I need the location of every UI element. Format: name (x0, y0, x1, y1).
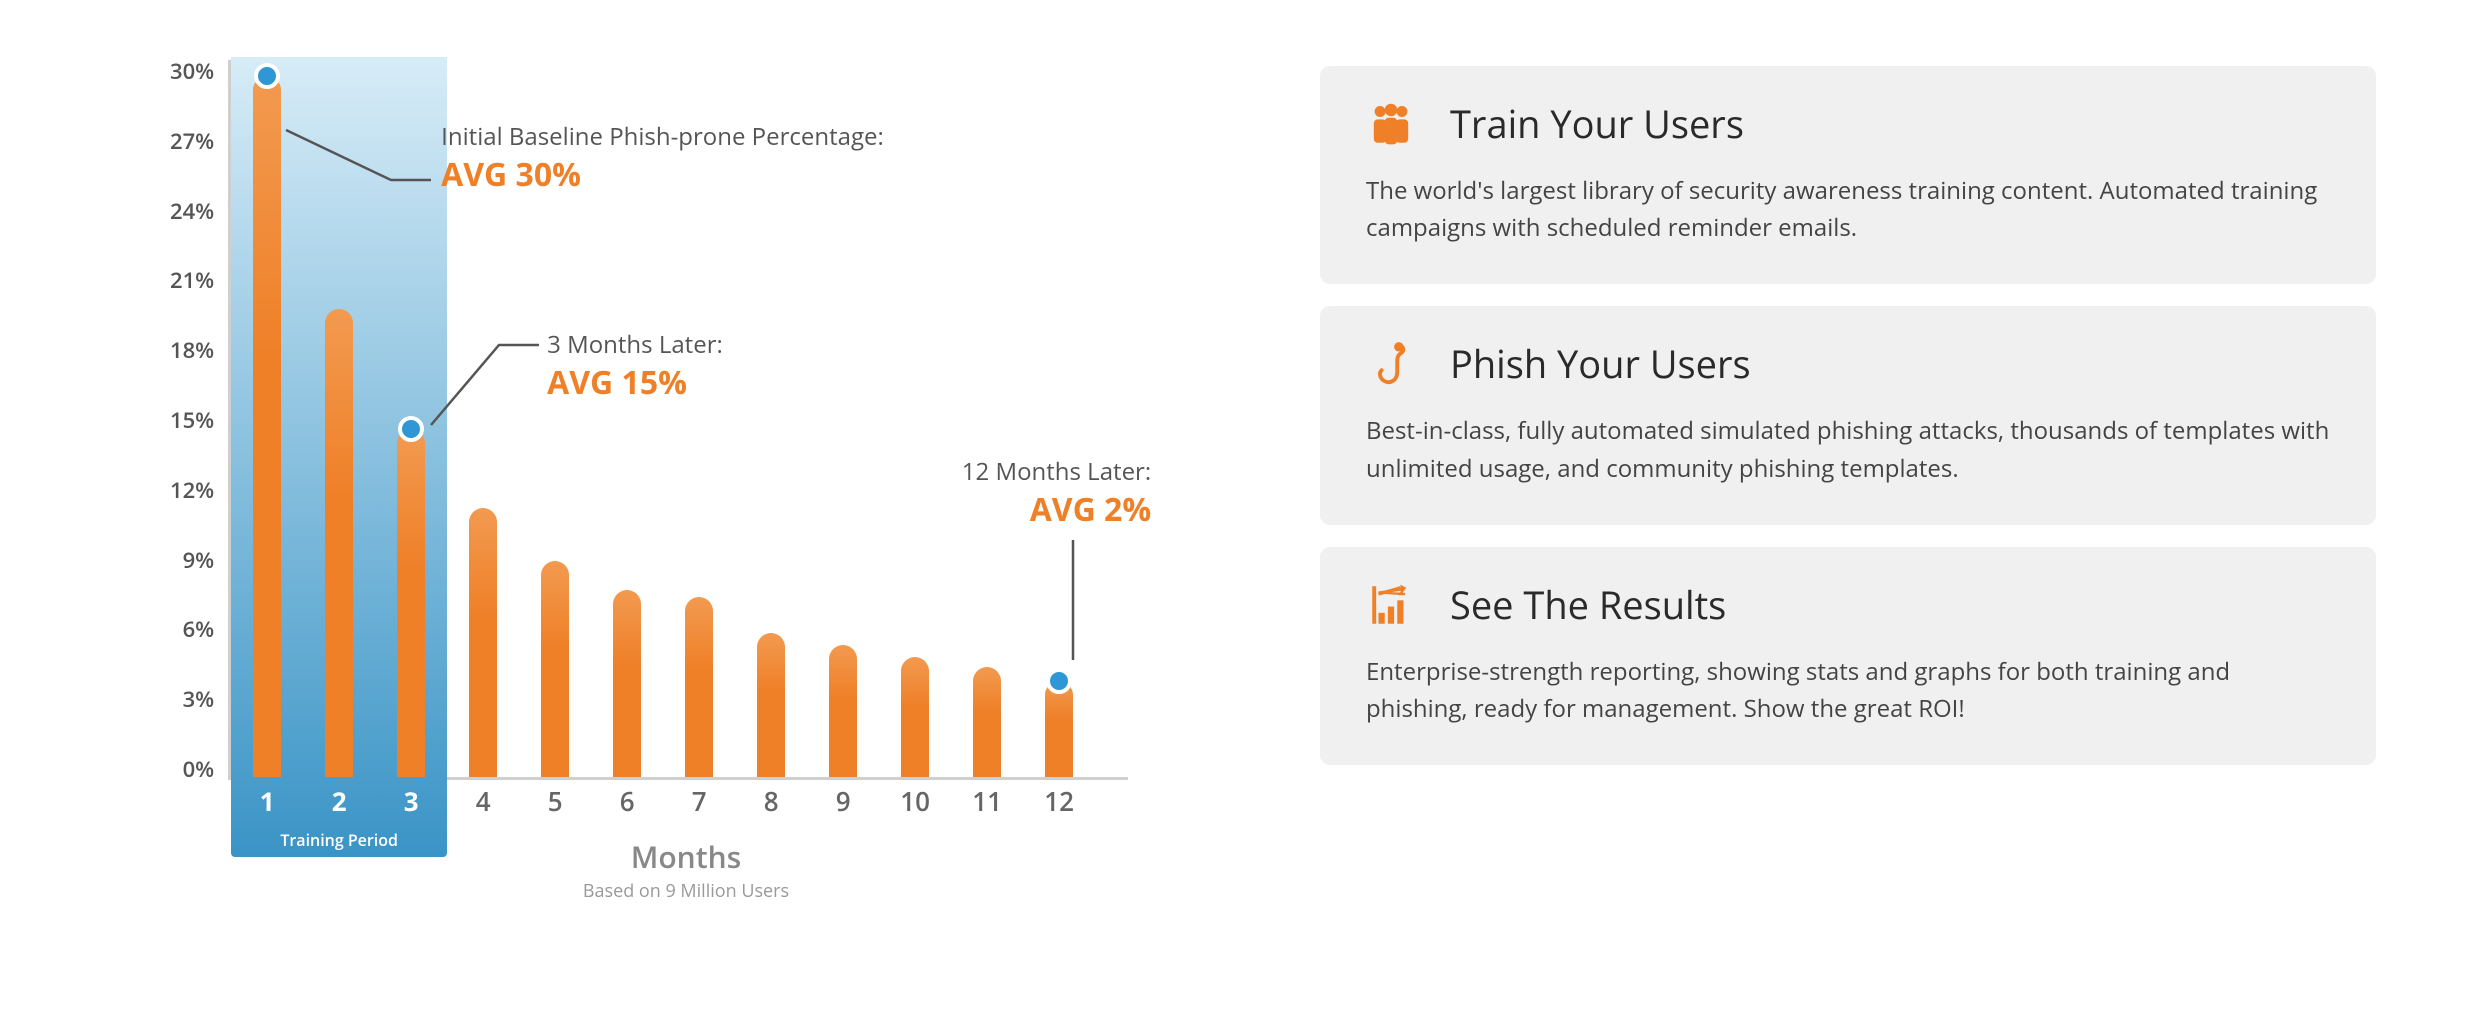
card-body: The world's largest library of security … (1366, 172, 2330, 246)
y-tick: 18% (170, 339, 214, 361)
callout-twelve-months: 12 Months Later:AVG 2% (921, 455, 1151, 531)
chart-plot-area: Training Period123456789101112Initial Ba… (228, 60, 1128, 780)
chart-marker (398, 416, 424, 442)
x-tick: 10 (900, 783, 930, 819)
y-tick: 24% (170, 200, 214, 222)
y-axis-ticks: 30% 27% 24% 21% 18% 15% 12% 9% 6% 3% 0% (170, 60, 214, 780)
x-tick: 7 (692, 783, 707, 819)
x-tick: 9 (836, 783, 851, 819)
x-tick: 8 (764, 783, 779, 819)
feature-card-train: Train Your Users The world's largest libr… (1320, 66, 2376, 284)
card-head: Phish Your Users (1366, 338, 2330, 390)
card-title: Train Your Users (1450, 98, 1744, 150)
y-tick: 30% (170, 60, 214, 82)
card-title: See The Results (1450, 579, 1726, 631)
y-tick: 3% (183, 688, 215, 710)
y-tick: 12% (170, 479, 214, 501)
y-tick: 9% (183, 549, 215, 571)
feature-cards: Train Your Users The world's largest libr… (1320, 60, 2376, 765)
card-body: Best-in-class, fully automated simulated… (1366, 412, 2330, 486)
callout-connector (286, 130, 431, 180)
card-head: See The Results (1366, 579, 2330, 631)
phish-prone-chart: Phish-prone Percentage 30%27%24%21%18%15… (100, 60, 1220, 903)
y-tick: 15% (170, 409, 214, 431)
x-tick: 12 (1044, 783, 1074, 819)
chart-marker (254, 63, 280, 89)
x-tick: 3 (404, 783, 419, 819)
callout-avg: AVG 30% (441, 153, 981, 196)
results-icon (1366, 580, 1416, 630)
callout-text: Initial Baseline Phish-prone Percentage: (441, 120, 981, 153)
callout-three-months: 3 Months Later:AVG 15% (547, 328, 807, 404)
x-tick: 6 (620, 783, 635, 819)
callout-avg: AVG 15% (547, 361, 807, 404)
x-tick: 11 (972, 783, 1002, 819)
y-tick: 0% (183, 758, 215, 780)
x-tick: 1 (260, 783, 275, 819)
callout-baseline: Initial Baseline Phish-prone Percentage:… (441, 120, 981, 196)
card-body: Enterprise-strength reporting, showing s… (1366, 653, 2330, 727)
training-period-label: Training Period (231, 829, 447, 851)
y-tick: 21% (170, 269, 214, 291)
x-tick: 2 (332, 783, 347, 819)
card-title: Phish Your Users (1450, 338, 1751, 390)
chart-marker (1046, 668, 1072, 694)
x-tick: 4 (476, 783, 491, 819)
callout-text: 3 Months Later: (547, 328, 807, 361)
callout-avg: AVG 2% (921, 488, 1151, 531)
y-tick: 6% (183, 618, 215, 640)
users-icon (1366, 99, 1416, 149)
hook-icon (1366, 339, 1416, 389)
x-axis-ticks: 123456789101112 (231, 783, 1128, 823)
x-tick: 5 (548, 783, 563, 819)
callout-connector (431, 345, 539, 425)
x-axis-subtitle: Based on 9 Million Users (236, 879, 1136, 903)
feature-card-results: See The Results Enterprise-strength repor… (1320, 547, 2376, 765)
callout-text: 12 Months Later: (921, 455, 1151, 488)
y-tick: 27% (170, 130, 214, 152)
feature-card-phish: Phish Your Users Best-in-class, fully aut… (1320, 306, 2376, 524)
card-head: Train Your Users (1366, 98, 2330, 150)
